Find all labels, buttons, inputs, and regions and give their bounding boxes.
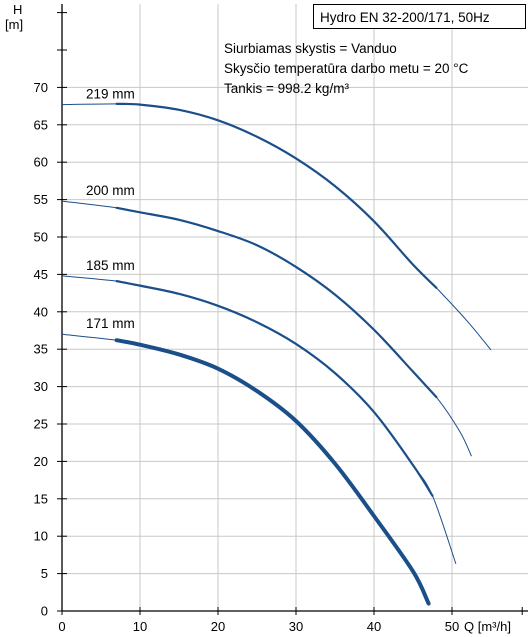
curve-label-200-mm: 200 mm (86, 183, 135, 198)
tick-labels: 0 5 10 15 20 25 30 35 40 45 50 55 60 65 70 0 10 20 30 40 50 (34, 80, 460, 634)
title-box (313, 4, 526, 29)
y-tick-label: 40 (34, 304, 48, 319)
y-tick-label: 65 (34, 117, 48, 132)
y-tick-label: 30 (34, 379, 48, 394)
curve-label-219-mm: 219 mm (86, 87, 135, 102)
info-line-temperature: Skysčio temperatūra darbo metu = 20 °C (224, 61, 469, 76)
x-tick-label: 50 (445, 619, 459, 634)
curve-171-mm-operating (114, 338, 431, 606)
y-tick-label: 70 (34, 80, 48, 95)
curve-label-171-mm: 171 mm (86, 316, 135, 331)
curve-185-mm-operating (115, 280, 434, 497)
curve-219-mm-operating (115, 102, 438, 289)
y-tick-label: 60 (34, 155, 48, 170)
y-tick-label: 10 (34, 529, 48, 544)
y-axis-unit: [m] (5, 17, 23, 32)
y-tick-label: 15 (34, 491, 48, 506)
y-tick-label: 45 (34, 267, 48, 282)
info-line-fluid: Siurbiamas skystis = Vanduo (224, 41, 397, 56)
curve-label-185-mm: 185 mm (86, 258, 135, 273)
y-tick-label: 5 (41, 566, 48, 581)
x-tick-label: 20 (211, 619, 225, 634)
y-tick-label: 35 (34, 342, 48, 357)
y-tick-label: 25 (34, 417, 48, 432)
x-tick-label: 0 (58, 619, 65, 634)
y-tick-label: 0 (41, 604, 48, 619)
axes (57, 4, 528, 615)
curve-200-mm-operating (115, 206, 438, 399)
curve-219-mm-full (61, 103, 492, 351)
y-tick-label: 55 (34, 192, 48, 207)
x-tick-label: 30 (289, 619, 303, 634)
grid (62, 4, 528, 611)
y-tick-label: 20 (34, 454, 48, 469)
x-tick-label: 40 (367, 619, 381, 634)
info-line-density: Tankis = 998.2 kg/m³ (224, 81, 349, 96)
x-axis-label: Q [m³/h] (464, 619, 511, 634)
x-tick-label: 10 (133, 619, 147, 634)
curves (61, 102, 492, 606)
curve-labels: 219 mm 200 mm 185 mm 171 mm (86, 87, 135, 332)
chart-title: Hydro EN 32-200/171, 50Hz (320, 10, 490, 25)
y-tick-label: 50 (34, 230, 48, 245)
y-axis-label: H (13, 2, 22, 17)
